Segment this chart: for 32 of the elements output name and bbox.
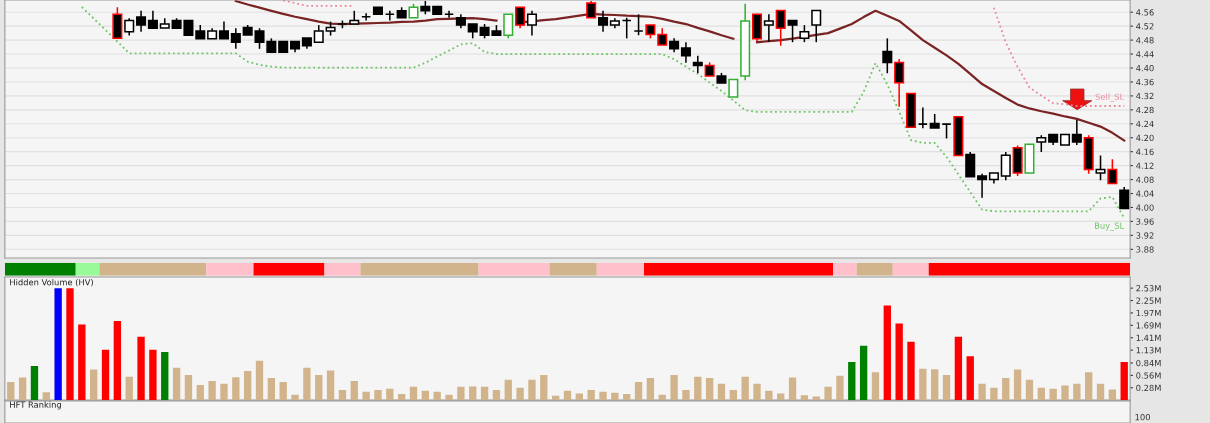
y-tick-label: 4.36: [1136, 78, 1154, 86]
y-tick-label: 0.84M: [1136, 359, 1161, 367]
chart-title: Hidden Volume (HV): [10, 278, 93, 287]
y-tick-label: 1.13M: [1136, 347, 1161, 354]
y-tick-label: 1.69M: [1136, 322, 1161, 329]
y-tick-label: 4.20: [1136, 134, 1154, 142]
y-tick-label: 2.53M: [1136, 285, 1161, 292]
y-tick-label: 4.32: [1136, 92, 1154, 100]
y-tick-label: 4.48: [1136, 37, 1154, 44]
y-tick-label: 0.28M: [1136, 384, 1161, 392]
y-tick-label: 4.12: [1136, 162, 1154, 169]
y-tick-label: 4.00: [1136, 204, 1154, 211]
y-tick-label: 4.28: [1136, 106, 1154, 114]
y-tick-label: 4.56: [1136, 9, 1154, 16]
y-tick-label: 0.56M: [1136, 372, 1161, 379]
y-tick-label: 4.04: [1136, 190, 1154, 197]
y-tick-label: 1.41M: [1136, 334, 1161, 341]
series-label: Buy_SL: [1095, 222, 1125, 231]
y-tick-label: 4.24: [1136, 120, 1154, 127]
series-label: Sell_SL: [1095, 93, 1125, 102]
y-tick-label: 1.97M: [1136, 309, 1161, 317]
y-tick-label: 4.08: [1136, 176, 1154, 183]
y-tick-label: 3.92: [1136, 232, 1154, 239]
y-tick-label: 3.96: [1136, 218, 1154, 225]
text: 100: [1135, 413, 1150, 421]
y-tick-label: 4.52: [1136, 23, 1154, 30]
y-tick-label: 4.44: [1136, 51, 1154, 58]
y-tick-label: 4.40: [1136, 64, 1154, 72]
y-tick-label: 2.25M: [1136, 297, 1161, 304]
y-tick-label: 3.88: [1136, 246, 1154, 253]
text: HFT Ranking: [10, 401, 61, 410]
y-tick-label: 4.16: [1136, 148, 1154, 155]
